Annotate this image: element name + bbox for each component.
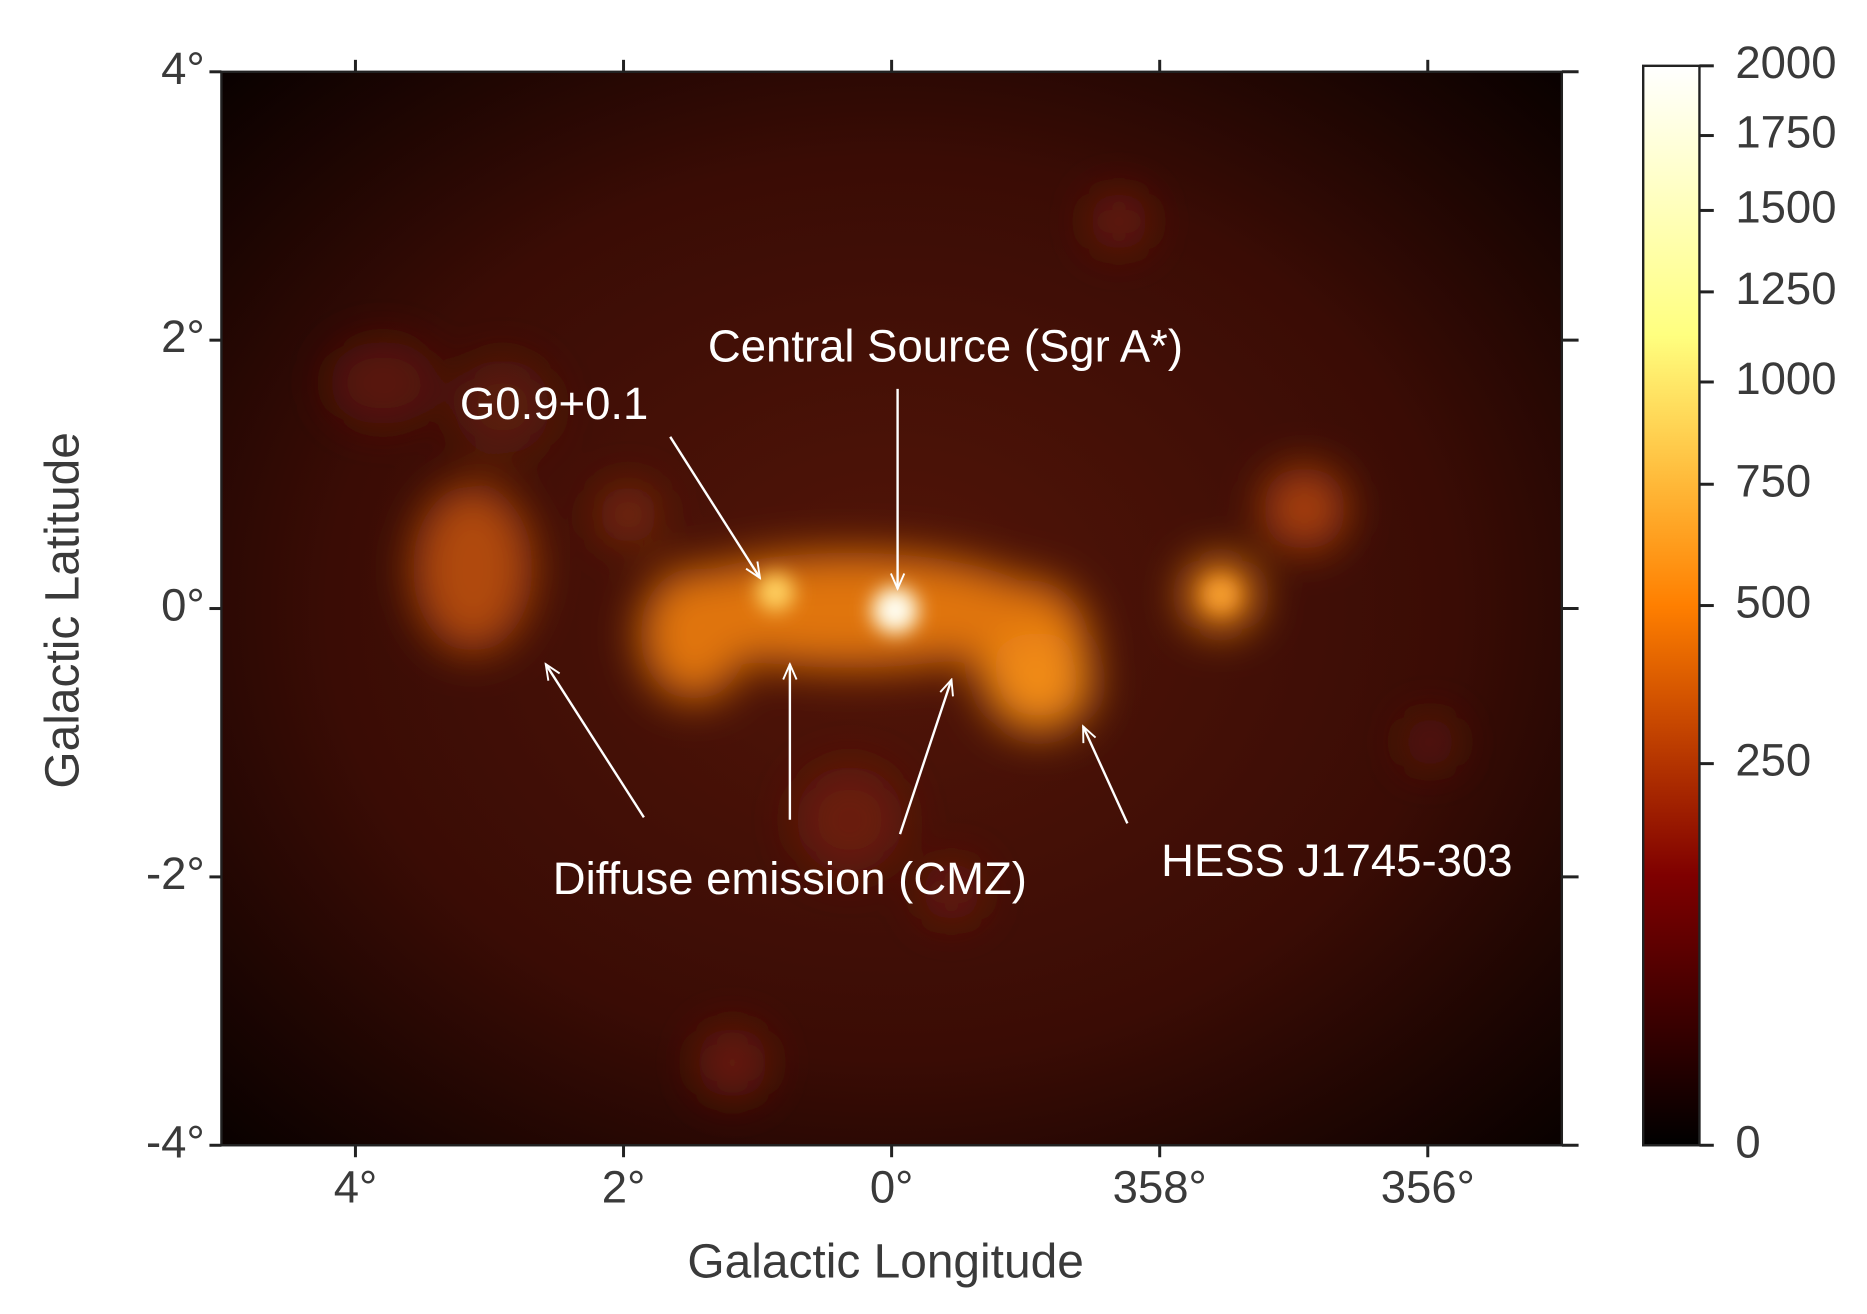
y-axis-label: Galactic Latitude	[36, 432, 89, 788]
annotation: G0.9+0.1	[460, 378, 648, 429]
annotation-arrow	[669, 436, 760, 578]
colorbar-tick-label: 1000	[1735, 353, 1836, 404]
colorbar-tick-label: 250	[1735, 735, 1811, 786]
y-tick-label: 0°	[161, 580, 204, 631]
y-tick-label: 4°	[161, 43, 204, 94]
annotation-arrow	[898, 680, 951, 835]
y-tick-label: -2°	[146, 848, 205, 899]
annotation-arrow	[1082, 726, 1129, 824]
y-tick-label: -4°	[146, 1116, 205, 1167]
colorbar-tick-label: 1500	[1735, 181, 1836, 232]
annotation: HESS J1745-303	[1161, 835, 1512, 886]
sky-image	[221, 71, 1562, 1146]
colorbar	[1642, 64, 1701, 1147]
x-tick-label: 2°	[602, 1162, 645, 1213]
colorbar-tick-label: 2000	[1735, 37, 1836, 88]
colorbar-tick-label: 1250	[1735, 263, 1836, 314]
y-tick-label: 2°	[161, 311, 204, 362]
colorbar-tick-label: 0	[1735, 1116, 1760, 1167]
annotation: Central Source (Sgr A*)	[708, 320, 1183, 371]
x-tick-label: 358°	[1113, 1162, 1207, 1213]
colorbar-tick-label: 750	[1735, 455, 1811, 506]
colorbar-tick-label: 500	[1735, 577, 1811, 628]
x-tick-label: 0°	[870, 1162, 913, 1213]
colorbar-tick-label: 1750	[1735, 107, 1836, 158]
x-tick-label: 356°	[1381, 1162, 1475, 1213]
annotation: Diffuse emission (CMZ)	[553, 853, 1027, 904]
x-tick-label: 4°	[334, 1162, 377, 1213]
annotation-arrow	[546, 664, 645, 819]
x-axis-label: Galactic Longitude	[687, 1236, 1083, 1289]
